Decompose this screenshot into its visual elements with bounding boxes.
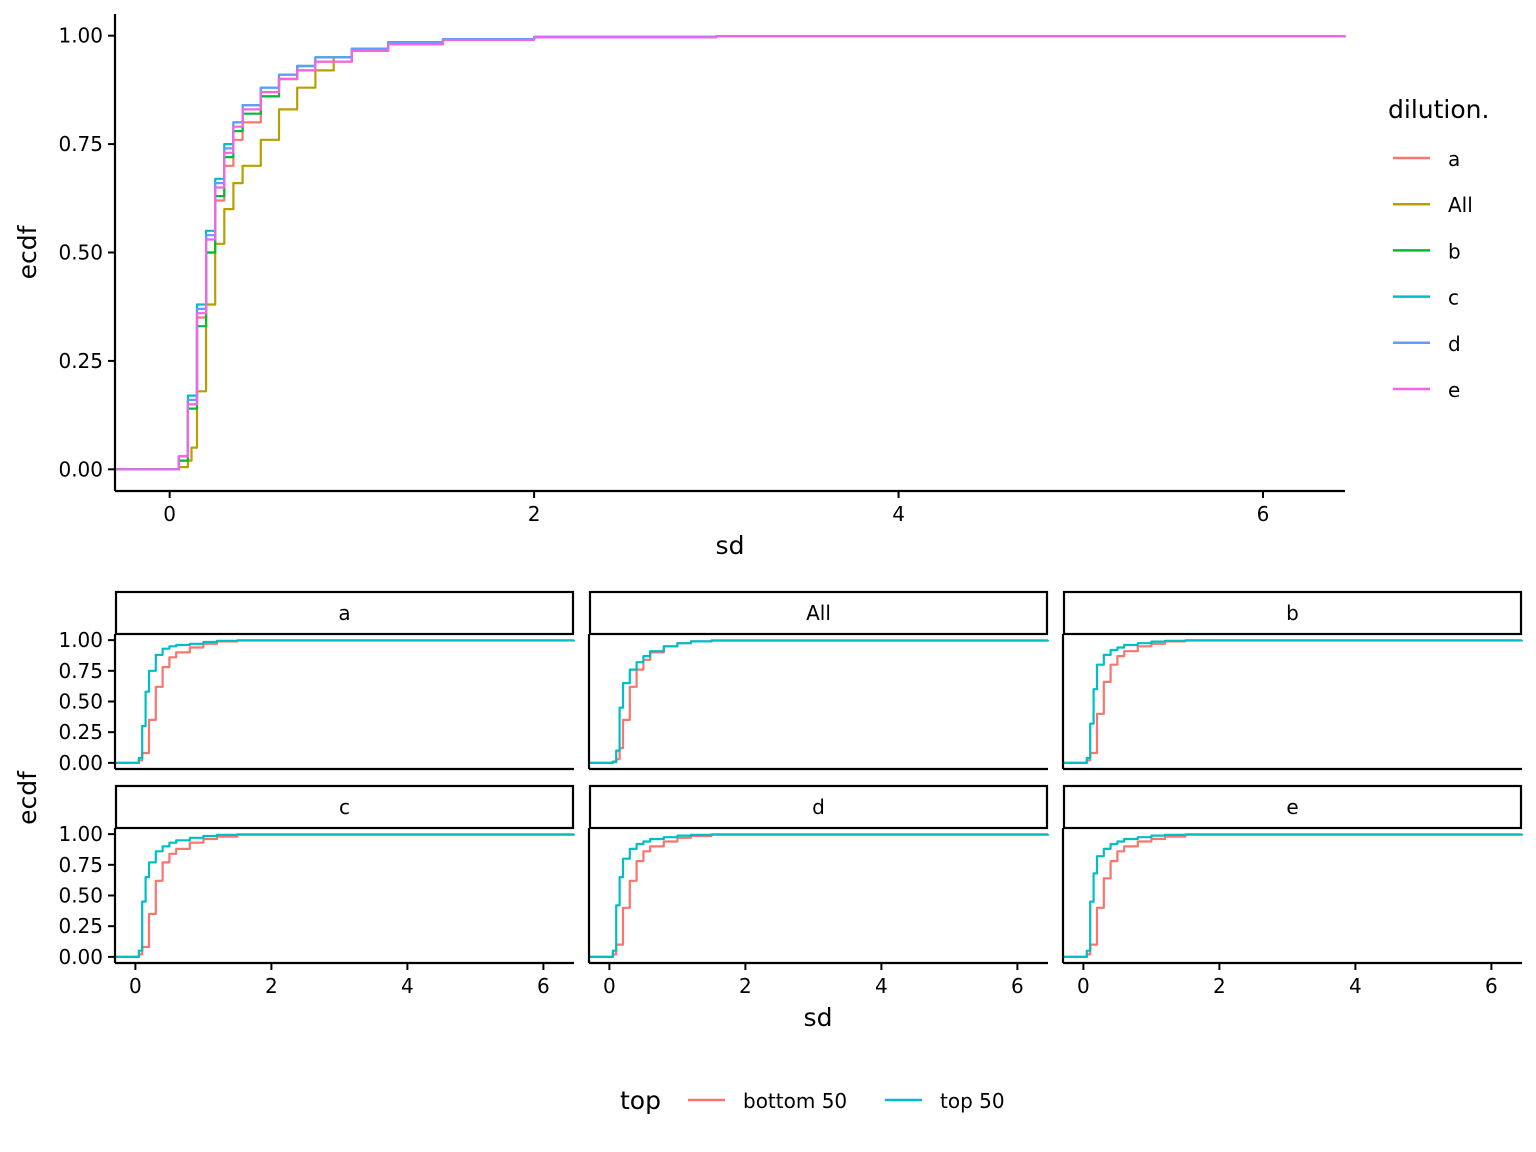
y-tick-label: 0.00 [58,457,103,481]
facet-panel-b: b [1061,590,1524,771]
legend-label-a: a [1448,147,1460,171]
y-tick-label: 0.75 [58,659,103,683]
y-axis-title: ecdf [13,224,42,279]
legend-label-c: c [1448,286,1459,310]
legend-title: dilution. [1388,95,1489,124]
series-line-top-50 [589,833,1050,958]
y-tick-label: 0.25 [58,720,103,744]
series-line-bottom-50 [1063,639,1524,764]
facet-strip-label: a [338,601,350,625]
legend-title: top [620,1086,661,1115]
series-line-a [115,35,1347,471]
facet-strip [588,590,1049,636]
y-tick-label: 0.25 [58,349,103,373]
x-tick-label: 2 [265,974,278,998]
facet-panel-c: c 0 2 4 6 0.00 0.25 0.50 0.75 1.00 [58,784,576,998]
x-tick-label: 4 [1349,974,1362,998]
legend-label-bottom-50: bottom 50 [743,1089,847,1113]
y-tick-label: 0.25 [58,914,103,938]
facet-strip-label: c [339,795,350,819]
x-axis-title: sd [716,531,745,560]
facet-strip-label: All [806,601,831,625]
facet-panel-d: d 0 2 4 6 [587,784,1050,998]
series-line-bottom-50 [115,639,576,764]
x-tick-label: 6 [1011,974,1024,998]
facet-strip-label: e [1286,795,1298,819]
facet-strip [114,590,575,636]
y-tick-label: 0.50 [58,884,103,908]
facet-panel-e: e 0 2 4 6 [1061,784,1524,998]
top-legend: top bottom 50 top 50 [620,1086,1005,1115]
x-tick-label: 4 [892,502,905,526]
x-tick-label: 6 [537,974,550,998]
x-tick-label: 0 [129,974,142,998]
series-line-top-50 [1063,833,1524,958]
x-tick-label: 4 [401,974,414,998]
legend-label-b: b [1448,239,1461,263]
y-tick-label: 0.50 [58,241,103,265]
facet-strip [1062,784,1523,830]
y-tick-label: 1.00 [58,24,103,48]
series-line-bottom-50 [115,833,576,958]
series-line-d [115,35,1347,471]
y-tick-label: 1.00 [58,822,103,846]
y-tick-label: 0.75 [58,853,103,877]
series-line-top-50 [1063,639,1524,764]
series-line-top-50 [115,833,576,958]
top-plot: 0 2 4 6 0.00 0.25 0.50 0.75 1.00 sd ecdf [13,14,1347,560]
series-line-top-50 [115,639,576,764]
facet-panel-a: a 0.00 0.25 0.50 0.75 1.00 [58,590,576,775]
facet-strip [1062,590,1523,636]
x-tick-label: 2 [739,974,752,998]
series-line-bottom-50 [589,833,1050,958]
y-tick-label: 1.00 [58,628,103,652]
series-line-b [115,35,1347,471]
facet-strip-label: d [812,795,825,819]
facet-x-axis-title: sd [804,1003,833,1032]
y-tick-label: 0.00 [58,945,103,969]
x-tick-label: 2 [528,502,541,526]
y-tick-label: 0.50 [58,690,103,714]
series-line-bottom-50 [589,639,1050,764]
facet-y-axis-title: ecdf [13,770,42,825]
y-tick-label: 0.75 [58,132,103,156]
x-tick-label: 0 [1077,974,1090,998]
series-line-all [115,35,1347,471]
x-tick-label: 6 [1485,974,1498,998]
x-tick-label: 0 [603,974,616,998]
x-tick-label: 0 [163,502,176,526]
series-line-bottom-50 [1063,833,1524,958]
facet-panel-all: All [587,590,1050,771]
legend-label-e: e [1448,378,1460,402]
x-tick-label: 2 [1213,974,1226,998]
facet-strip [588,784,1049,830]
facet-plot: a 0.00 0.25 0.50 0.75 1.00 All b c 0 2 4 6 0.00 0.25 0.… [13,590,1524,1032]
x-tick-label: 6 [1257,502,1270,526]
x-tick-label: 4 [875,974,888,998]
legend-label-top-50: top 50 [940,1089,1005,1113]
series-line-c [115,35,1347,471]
facet-strip-label: b [1286,601,1299,625]
legend-label-all: All [1448,193,1473,217]
series-line-top-50 [589,639,1050,764]
y-tick-label: 0.00 [58,751,103,775]
series-line-e [115,35,1347,471]
facet-strip [114,784,575,830]
legend-label-d: d [1448,332,1461,356]
